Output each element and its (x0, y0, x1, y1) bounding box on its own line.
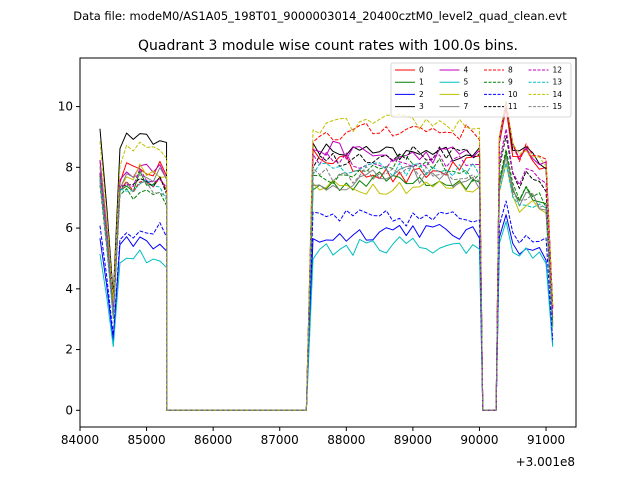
legend-label: 7 (464, 102, 469, 111)
legend-label: 14 (553, 90, 563, 99)
legend-label: 0 (419, 66, 424, 75)
series-line-12 (99, 128, 554, 411)
x-tick-label: 90000 (460, 433, 498, 447)
x-tick-label: 86000 (194, 433, 232, 447)
figure-suptitle: Data file: modeM0/AS1A05_198T01_90000030… (73, 9, 567, 23)
legend-label: 10 (508, 90, 518, 99)
legend-label: 5 (464, 78, 469, 87)
axes-border (79, 57, 577, 428)
x-axis: 84000 85000 86000 87000 88000 89000 90000 91000 (61, 427, 565, 447)
legend-label: 15 (553, 102, 563, 111)
y-tick-label: 0 (65, 403, 73, 417)
y-tick-label: 4 (65, 282, 73, 296)
y-axis: 0 2 4 6 8 10 (58, 100, 80, 417)
y-tick-label: 6 (65, 221, 73, 235)
legend-label: 1 (419, 78, 424, 87)
x-tick-label: 88000 (327, 433, 365, 447)
y-tick-label: 10 (58, 100, 73, 114)
legend-label: 3 (419, 102, 424, 111)
y-tick-label: 8 (65, 160, 73, 174)
legend-frame (390, 62, 572, 118)
y-tick-label: 2 (65, 343, 73, 357)
x-tick-label: 89000 (394, 433, 432, 447)
x-tick-label: 85000 (127, 433, 165, 447)
plot-area: 84000 85000 86000 87000 88000 89000 90000 91000… (58, 57, 577, 447)
series-layer (99, 100, 554, 411)
x-tick-label: 91000 (527, 433, 565, 447)
legend-label: 8 (508, 66, 513, 75)
x-tick-label: 87000 (261, 433, 299, 447)
legend-label: 2 (419, 90, 424, 99)
legend-label: 12 (553, 66, 563, 75)
legend-label: 6 (464, 90, 469, 99)
axes-frame (79, 57, 577, 428)
x-offset-label: +3.001e8 (516, 455, 575, 469)
x-tick-label: 84000 (61, 433, 99, 447)
legend-label: 4 (464, 66, 469, 75)
legend-label: 11 (508, 102, 518, 111)
legend-label: 9 (508, 78, 513, 87)
legend-label: 13 (553, 78, 563, 87)
chart-title: Quadrant 3 module wise count rates with … (138, 38, 518, 54)
series-line-15 (99, 155, 554, 411)
